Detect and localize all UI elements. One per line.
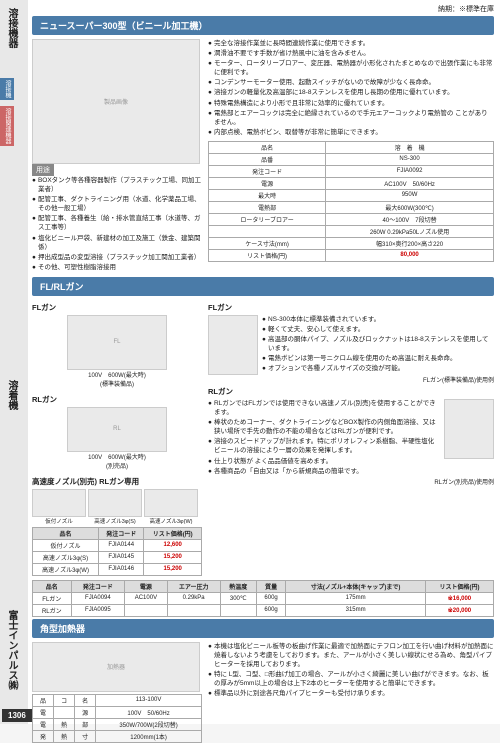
side-label-1: 溶接機器 (4, 8, 19, 48)
page-number: 1306 (2, 709, 32, 722)
fl-photo (208, 315, 258, 375)
side-label-2: 溶着機 (4, 380, 19, 410)
nozzle-img-1 (32, 489, 86, 517)
fl-feature-list: NS-300本体に標準装備されています。軽くて丈夫、安心して使えます。高温部の胴… (262, 315, 494, 375)
rl-heading: RLガン (208, 386, 494, 397)
section1-title: ニュースーパー300型（ビニール加工機） (32, 16, 494, 35)
side-tab-1: 溶接機 (0, 78, 14, 100)
gun-spec-table: 品名発注コード電源エアー圧力熱温度質量寸法(ノズル+本体(キャップ)まで)リスト… (32, 580, 494, 617)
section2-title: FL/RLガン (32, 277, 494, 296)
fl-title: FLガン (32, 302, 202, 313)
side-tab-2: 溶接関連機器 (0, 106, 14, 146)
rl-note: RLガン(別売品)使用例 (208, 477, 494, 486)
heater-image: 加熱器 (32, 642, 200, 692)
rl-gun-image: RL (67, 407, 167, 452)
use-list: BOXタンク等各種容器製作（プラスチック工場、同加工業者）配管工事、ダクトライニ… (32, 176, 202, 272)
fl-heading: FLガン (208, 302, 494, 313)
nozzle-title: 高速度ノズル(別売) RLガン専用 (32, 476, 202, 487)
heater-feature-list: 本機は塩化ビニール板等の板曲げ作業に最適で加熱面にテフロン加工を行い曲げ材料が加… (208, 642, 494, 743)
rl-caption: 100V 600W(最大時) (別売品) (32, 452, 202, 470)
rl-feature-list: RLガンではFLガンでは使用できない高速ノズル(別売)を使用することができます。… (208, 399, 440, 477)
rl-photo (444, 399, 494, 459)
fl-gun-image: FL (67, 315, 167, 370)
nozzle-labels: 仮付ノズル高速ノズル3φ(S)高速ノズル3φ(W) (32, 517, 202, 525)
nozzle-table: 品名発注コードリスト価格(円)仮付ノズルFJIA014412,600高速ノズル3… (32, 527, 202, 576)
section3-title: 角型加熱器 (32, 619, 494, 638)
rl-title: RLガン (32, 394, 202, 405)
use-header: 用途 (32, 164, 54, 176)
side-label-3: 富士インパルス㈱ (4, 610, 19, 690)
nozzle-img-3 (144, 489, 198, 517)
product-image-ns300: 製品画像 (32, 39, 200, 164)
spec-table-1: 品名溶 着 機品番NS-300発注コードFJIA0092電源AC100V 50/… (208, 141, 494, 262)
top-note: 納期：※標準在庫 (32, 4, 494, 14)
fl-caption: 100V 600W(最大時) (標準装備品) (32, 370, 202, 388)
heater-spec-table: 品コ名113-100V電源100V 50/60Hz電熱部350W/700W(2段… (32, 694, 202, 743)
nozzle-img-2 (88, 489, 142, 517)
feature-list-1: 完全な溶接作業並に長時間連続作業に使用できます。潤滑油不要です手数が省け熱風中に… (208, 39, 494, 137)
fl-note: FLガン(標準装備品)使用例 (208, 375, 494, 384)
